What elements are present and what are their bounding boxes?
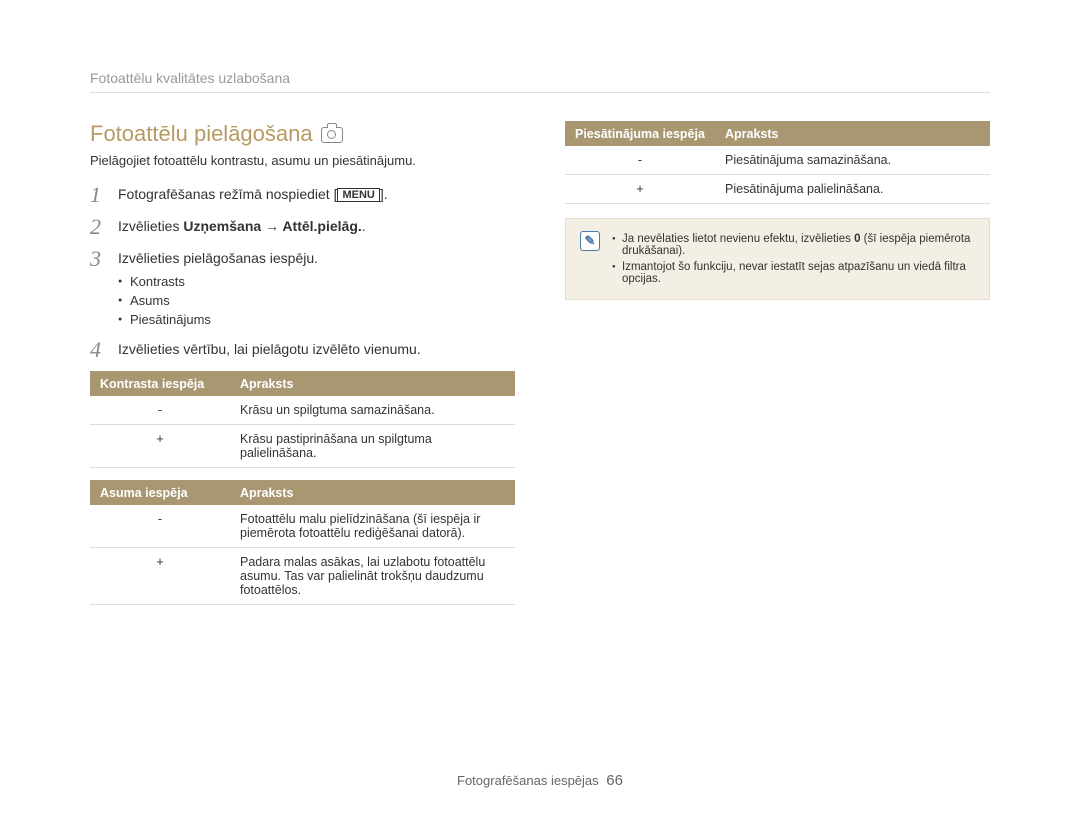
note-item: Izmantojot šo funkciju, nevar iestatīt s… (612, 259, 975, 287)
step-number: 3 (90, 248, 108, 270)
step-number: 4 (90, 339, 108, 361)
table-cell: Piesātinājuma samazināšana. (715, 146, 990, 175)
sublist-item: Piesātinājums (118, 310, 318, 329)
table-header: Piesātinājuma iespēja (565, 122, 715, 147)
table-cell: Piesātinājuma palielināšana. (715, 175, 990, 204)
table-cell: - (90, 396, 230, 425)
section-title: Fotoattēlu pielāgošana (90, 121, 515, 147)
step-4-text: Izvēlieties vērtību, lai pielāgotu izvēl… (118, 339, 421, 357)
saturation-table: Piesātinājuma iespēja Apraksts - Piesāti… (565, 121, 990, 204)
menu-key: MENU (337, 188, 379, 202)
note-list: Ja nevēlaties lietot nevienu efektu, izv… (612, 231, 975, 287)
footer-label: Fotografēšanas iespējas (457, 773, 599, 788)
step-number: 2 (90, 216, 108, 238)
sublist-item: Asums (118, 291, 318, 310)
step-2-bold: Uzņemšana → Attēl.pielāg. (183, 218, 361, 234)
page-footer: Fotografēšanas iespējas 66 (0, 772, 1080, 789)
breadcrumb: Fotoattēlu kvalitātes uzlabošana (90, 70, 990, 93)
table-header: Asuma iespēja (90, 481, 230, 506)
sublist-item: Kontrasts (118, 272, 318, 291)
table-cell: - (565, 146, 715, 175)
intro-text: Pielāgojiet fotoattēlu kontrastu, asumu … (90, 153, 515, 168)
table-cell: - (90, 505, 230, 548)
table-cell: Padara malas asākas, lai uzlabotu fotoat… (230, 548, 515, 605)
note-box: ✎ Ja nevēlaties lietot nevienu efektu, i… (565, 218, 990, 300)
step-1-text: Fotografēšanas režīmā nospiediet [MENU]. (118, 184, 388, 202)
page-number: 66 (606, 772, 623, 789)
step-number: 1 (90, 184, 108, 206)
step-2-pre: Izvēlieties (118, 218, 183, 234)
step-2-post: . (362, 218, 366, 234)
table-cell: Fotoattēlu malu pielīdzināšana (šī iespē… (230, 505, 515, 548)
table-header: Apraksts (715, 122, 990, 147)
contrast-table: Kontrasta iespēja Apraksts - Krāsu un sp… (90, 371, 515, 468)
table-cell: + (90, 548, 230, 605)
table-header: Kontrasta iespēja (90, 372, 230, 397)
info-icon: ✎ (580, 231, 600, 251)
step-3-text: Izvēlieties pielāgošanas iespēju. Kontra… (118, 248, 318, 329)
table-cell: + (90, 425, 230, 468)
section-title-text: Fotoattēlu pielāgošana (90, 121, 313, 147)
step-3-main: Izvēlieties pielāgošanas iespēju. (118, 250, 318, 266)
note-1-a: Ja nevēlaties lietot nevienu efektu, izv… (622, 233, 854, 245)
sharpness-table: Asuma iespēja Apraksts - Fotoattēlu malu… (90, 480, 515, 605)
table-cell: Krāsu un spilgtuma samazināšana. (230, 396, 515, 425)
table-cell: Krāsu pastiprināšana un spilgtuma paliel… (230, 425, 515, 468)
step-1-pre: Fotografēšanas režīmā nospiediet [ (118, 186, 337, 202)
table-header: Apraksts (230, 372, 515, 397)
table-cell: + (565, 175, 715, 204)
steps-list: 1 Fotografēšanas režīmā nospiediet [MENU… (90, 184, 515, 361)
step-2-text: Izvēlieties Uzņemšana → Attēl.pielāg.. (118, 216, 366, 234)
step-3-sublist: Kontrasts Asums Piesātinājums (118, 272, 318, 329)
step-1-post: ]. (380, 186, 388, 202)
camera-icon (321, 127, 343, 143)
note-item: Ja nevēlaties lietot nevienu efektu, izv… (612, 231, 975, 259)
table-header: Apraksts (230, 481, 515, 506)
